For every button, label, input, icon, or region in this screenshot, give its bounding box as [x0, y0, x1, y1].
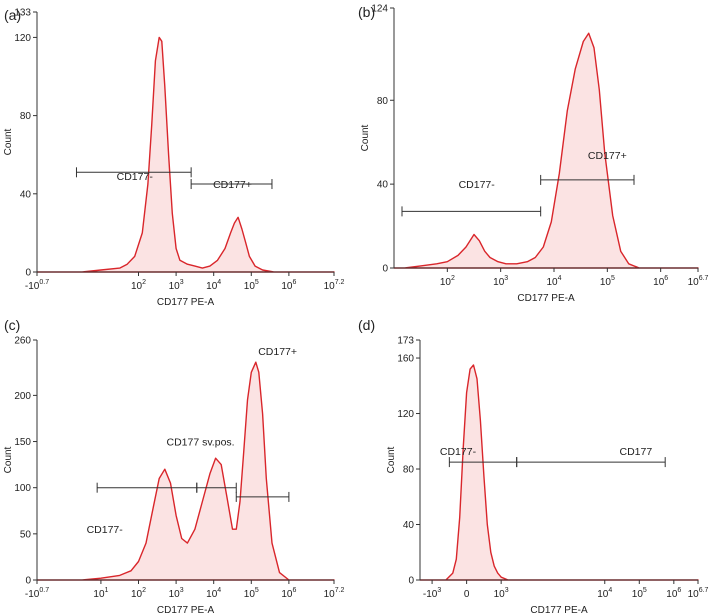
x-tick-label: 106 — [281, 279, 296, 292]
y-tick-label: 200 — [14, 391, 31, 402]
y-tick-label: 40 — [20, 189, 32, 200]
x-tick-label: 106 — [653, 275, 668, 288]
y-axis-label: Count — [3, 128, 14, 155]
x-tick-label: 104 — [597, 587, 612, 600]
panel-label: (a) — [4, 7, 21, 23]
x-tick-label: 103 — [494, 587, 509, 600]
x-tick-label: 102 — [440, 275, 455, 288]
panel-b: (b) 0 40 80 124 102 103 104 105 106 106.7 CD177 PE-… — [358, 4, 709, 305]
y-tick-label: 0 — [382, 264, 388, 275]
histogram-area — [393, 32, 699, 269]
panel-d: (d) 0 40 80 120 160 173 -103 0 103 104 105 106 106.7 C… — [358, 317, 709, 614]
y-tick-label: 120 — [14, 33, 31, 44]
y-tick-label: 80 — [403, 465, 415, 476]
panel-label: (b) — [358, 4, 375, 20]
x-tick-label: 106 — [281, 587, 296, 600]
y-axis-label: Count — [360, 124, 371, 151]
x-axis-label: CD177 PE-A — [530, 605, 588, 614]
y-tick-label: 133 — [14, 8, 31, 19]
y-tick-label: 260 — [14, 336, 31, 347]
y-tick-label: 124 — [371, 4, 388, 15]
x-tick-label: -103 — [423, 587, 441, 600]
histogram-area — [419, 364, 699, 581]
gate-label: CD177- — [459, 179, 496, 191]
y-tick-label: 0 — [25, 576, 31, 587]
y-tick-label: 50 — [20, 529, 32, 540]
y-tick-label: 100 — [14, 483, 31, 494]
x-tick-label: 105 — [632, 587, 647, 600]
y-tick-label: 120 — [397, 409, 414, 420]
panel-a: (a) 0 40 80 120 133 -100.7 102 103 104 105 106 107.2… — [3, 7, 345, 308]
panel-label: (c) — [4, 317, 20, 333]
y-tick-label: 160 — [397, 354, 414, 365]
x-tick-label: 102 — [131, 587, 146, 600]
gate-label: CD177- — [117, 171, 154, 183]
x-axis-label: CD177 PE-A — [157, 605, 215, 614]
x-tick-label: -100.7 — [25, 279, 49, 292]
x-tick-label: 103 — [169, 279, 184, 292]
gate-label: CD177+ — [258, 346, 297, 358]
x-tick-label: 104 — [206, 587, 221, 600]
x-tick-label: 105 — [244, 587, 259, 600]
x-tick-label: 107.2 — [324, 587, 345, 600]
x-tick-label: 101 — [93, 587, 108, 600]
y-tick-label: 0 — [408, 576, 414, 587]
gate-label: CD177 — [619, 446, 652, 458]
histogram-area — [36, 361, 335, 581]
y-tick-label: 40 — [377, 180, 389, 191]
panel-label: (d) — [358, 317, 375, 333]
gate-label: CD177- — [87, 524, 124, 536]
gate-label: CD177- — [440, 446, 477, 458]
x-tick-label: 106 — [666, 587, 681, 600]
x-tick-label: 102 — [131, 279, 146, 292]
x-axis-label: CD177 PE-A — [157, 297, 215, 308]
x-tick-label: 104 — [206, 279, 221, 292]
y-tick-label: 150 — [14, 437, 31, 448]
y-tick-label: 40 — [403, 520, 415, 531]
y-tick-label: 80 — [20, 111, 32, 122]
x-tick-label: 105 — [244, 279, 259, 292]
panel-c: (c) 0 50 100 150 200 260 -100.7 101 102 103 104 105 1… — [3, 317, 345, 614]
gate-label: CD177 sv.pos. — [166, 437, 234, 449]
gate-label: CD177+ — [213, 179, 252, 191]
x-tick-label: 0 — [464, 589, 470, 600]
x-tick-label: 107.2 — [324, 279, 345, 292]
x-tick-label: 105 — [600, 275, 615, 288]
y-tick-label: 80 — [377, 96, 389, 107]
y-axis-label: Count — [386, 446, 397, 473]
y-tick-label: 0 — [25, 268, 31, 279]
x-tick-label: 106.7 — [688, 275, 709, 288]
x-axis-label: CD177 PE-A — [517, 293, 575, 304]
y-tick-label: 173 — [397, 336, 414, 347]
histogram-area — [36, 36, 335, 273]
x-tick-label: 103 — [493, 275, 508, 288]
x-tick-label: 104 — [546, 275, 561, 288]
x-tick-label: -100.7 — [25, 587, 49, 600]
x-tick-label: 106.7 — [688, 587, 709, 600]
x-tick-label: 103 — [169, 587, 184, 600]
y-axis-label: Count — [3, 446, 14, 473]
gate-label: CD177+ — [588, 150, 627, 162]
